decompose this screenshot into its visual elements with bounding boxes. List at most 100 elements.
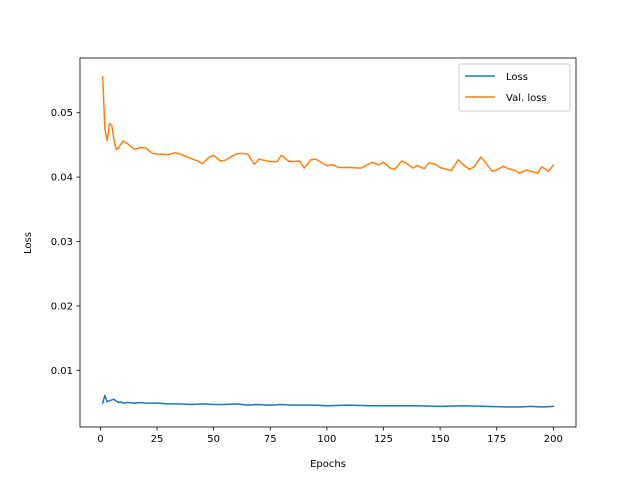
data-point-val-loss: [382, 161, 385, 163]
data-point-val-loss: [299, 160, 301, 162]
data-point-val-loss: [253, 163, 255, 165]
x-tick-label: 125: [374, 434, 393, 445]
legend-label-loss: Loss: [506, 72, 528, 83]
data-point-val-loss: [208, 156, 210, 158]
data-point-val-loss: [548, 170, 550, 172]
data-point-val-loss: [378, 164, 380, 166]
data-point-val-loss: [247, 153, 249, 155]
data-point-loss: [102, 402, 104, 404]
data-point-val-loss: [111, 124, 113, 126]
data-point-val-loss: [276, 161, 278, 163]
data-point-val-loss: [190, 157, 192, 160]
data-point-loss: [518, 406, 520, 408]
data-point-loss: [117, 401, 120, 404]
data-point-val-loss: [201, 163, 203, 165]
data-point-val-loss: [120, 143, 122, 145]
data-point-val-loss: [405, 162, 407, 164]
data-point-val-loss: [258, 158, 260, 160]
data-point-val-loss: [140, 146, 142, 149]
data-point-val-loss: [462, 163, 464, 165]
data-point-loss: [303, 404, 305, 406]
data-point-val-loss: [518, 172, 520, 174]
y-tick-label: 0.01: [51, 366, 73, 377]
data-point-loss: [292, 404, 294, 406]
y-tick-label: 0.02: [51, 301, 73, 312]
data-point-val-loss: [473, 166, 475, 168]
data-point-val-loss: [541, 166, 543, 168]
data-point-val-loss: [269, 161, 271, 163]
x-tick-label: 0: [97, 434, 103, 445]
data-point-loss: [108, 400, 111, 402]
data-point-val-loss: [525, 169, 527, 171]
data-point-val-loss: [337, 166, 339, 169]
data-point-val-loss: [102, 76, 104, 78]
data-point-val-loss: [484, 161, 487, 163]
data-point-val-loss: [412, 167, 414, 169]
series-layer: [101, 75, 555, 408]
data-point-val-loss: [496, 169, 498, 171]
data-point-loss: [167, 403, 169, 405]
data-point-val-loss: [416, 164, 419, 167]
y-tick-label: 0.05: [51, 108, 73, 119]
data-point-val-loss: [104, 128, 106, 130]
data-point-val-loss: [292, 161, 294, 163]
y-axis-label: Loss: [23, 232, 34, 254]
data-point-val-loss: [348, 166, 351, 169]
data-point-val-loss: [450, 170, 453, 172]
data-point-val-loss: [126, 143, 129, 145]
data-point-val-loss: [224, 159, 226, 161]
data-point-val-loss: [371, 161, 373, 163]
data-point-loss: [140, 401, 142, 404]
plot-area: [80, 58, 576, 427]
data-point-loss: [224, 403, 226, 406]
y-axis-ticks: 0.01 0.02 0.03 0.04 0.05: [51, 108, 80, 377]
data-point-loss: [122, 402, 124, 404]
data-point-val-loss: [446, 168, 448, 171]
data-point-loss: [126, 401, 129, 404]
data-point-val-loss: [122, 140, 124, 142]
data-point-val-loss: [240, 152, 242, 154]
data-point-val-loss: [197, 160, 199, 162]
data-point-val-loss: [480, 156, 482, 158]
data-point-val-loss: [439, 166, 441, 169]
data-point-val-loss: [106, 139, 108, 142]
data-point-loss: [235, 403, 237, 405]
data-point-loss: [111, 399, 113, 401]
data-point-loss: [416, 405, 419, 407]
data-point-val-loss: [514, 169, 516, 171]
data-point-loss: [371, 405, 373, 407]
data-point-loss: [507, 406, 509, 408]
data-point-loss: [145, 402, 147, 404]
legend: Loss Val. loss: [458, 63, 571, 112]
data-point-loss: [439, 405, 441, 407]
data-point-val-loss: [113, 139, 115, 141]
data-point-val-loss: [468, 168, 471, 171]
data-point-loss: [462, 405, 464, 407]
data-point-val-loss: [502, 165, 505, 167]
data-point-loss: [269, 404, 271, 406]
data-point-val-loss: [219, 160, 222, 162]
x-tick-label: 75: [264, 434, 277, 445]
x-axis-label: Epochs: [310, 459, 346, 470]
x-tick-label: 150: [431, 434, 450, 445]
data-point-loss: [179, 403, 181, 405]
data-point-val-loss: [457, 159, 459, 161]
data-point-loss: [326, 405, 328, 407]
data-point-val-loss: [280, 154, 283, 156]
data-point-val-loss: [507, 168, 509, 170]
data-point-val-loss: [394, 168, 396, 171]
plot-frame: [79, 57, 577, 428]
data-point-val-loss: [310, 159, 312, 161]
x-axis-ticks: 0 25 50 75 100 125 150 175 200: [97, 427, 563, 445]
data-point-val-loss: [235, 153, 237, 155]
x-tick-label: 100: [317, 434, 336, 445]
data-point-loss: [201, 403, 203, 405]
data-point-val-loss: [360, 167, 362, 169]
y-tick-label: 0.03: [51, 237, 73, 248]
data-point-val-loss: [117, 147, 120, 149]
data-point-val-loss: [491, 170, 493, 172]
data-point-val-loss: [303, 167, 305, 169]
data-point-loss: [133, 402, 135, 404]
data-point-loss: [552, 405, 554, 407]
data-point-val-loss: [174, 152, 176, 154]
